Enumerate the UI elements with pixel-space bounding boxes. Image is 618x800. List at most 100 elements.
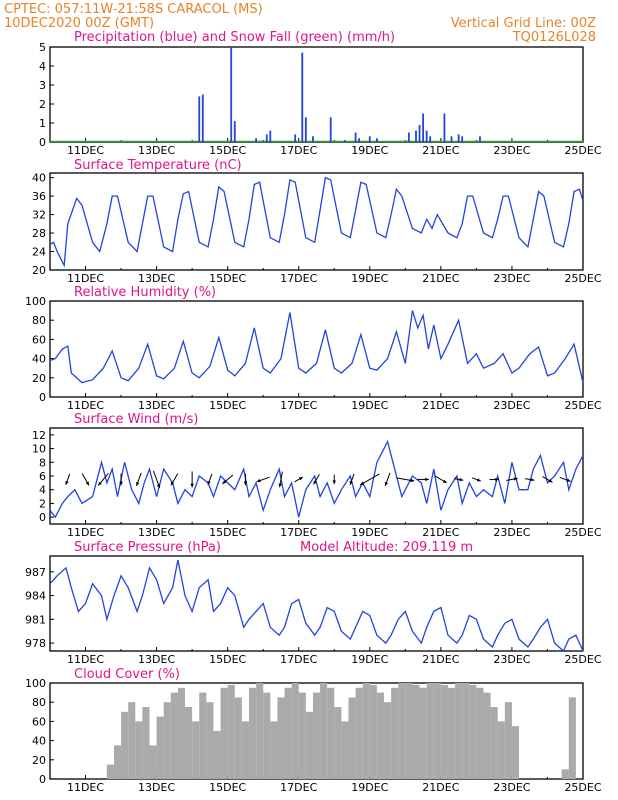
x-tick-label: 17DEC [280, 526, 317, 539]
humidity-title: Relative Humidity (%) [74, 285, 216, 300]
cloud-bar [440, 684, 448, 779]
wind-arrow-head [85, 481, 89, 486]
cloud-bar [263, 692, 271, 779]
cloud-bar [135, 721, 143, 779]
y-tick-label: 12 [32, 429, 46, 442]
x-tick-label: 23DEC [493, 781, 530, 794]
x-tick-label: 19DEC [351, 144, 388, 157]
x-tick-label: 13DEC [138, 653, 175, 666]
wind-arrow-head [222, 480, 227, 484]
wind-arrow-head [513, 477, 518, 481]
x-tick-label: 23DEC [493, 399, 530, 412]
cloud-bar [327, 687, 335, 779]
station-header: CPTEC: 057:11W-21:58S CARACOL (MS) [4, 2, 263, 17]
y-tick-label: 2 [39, 497, 46, 510]
y-tick-label: 987 [25, 566, 46, 579]
y-tick-label: 60 [32, 333, 46, 346]
y-tick-label: 32 [32, 209, 46, 222]
wind-arrow-head [410, 478, 415, 483]
cloud-bar [341, 721, 349, 779]
x-tick-label: 13DEC [138, 526, 175, 539]
x-tick-label: 23DEC [493, 526, 530, 539]
cloud-bar [199, 692, 207, 779]
cloud-bar [248, 687, 257, 779]
cloud-bar [277, 697, 285, 779]
x-tick-label: 15DEC [209, 653, 246, 666]
x-tick-label: 23DEC [493, 144, 530, 157]
y-tick-label: 80 [32, 314, 46, 327]
precip-bar [479, 136, 481, 142]
wind-arrow-head [170, 481, 175, 486]
cloud-bar [305, 711, 313, 779]
x-tick-label: 11DEC [67, 272, 104, 285]
precip-bar [425, 130, 428, 142]
y-tick-label: 10 [32, 443, 46, 456]
precip-bar [358, 138, 361, 142]
wind-arrow-head [425, 477, 429, 482]
precip-bar [294, 134, 297, 142]
model-id: TQ0126L028 [512, 30, 596, 45]
cloud-bar [320, 683, 328, 779]
precip-bar [450, 136, 453, 142]
wind-arrow-head [349, 480, 353, 485]
precip-frame [49, 46, 584, 143]
x-tick-label: 19DEC [351, 653, 388, 666]
x-tick-label: 25DEC [564, 526, 601, 539]
x-tick-label: 17DEC [280, 399, 317, 412]
y-tick-label: 984 [25, 590, 46, 603]
pressure-title: Surface Pressure (hPa) [74, 540, 221, 555]
y-tick-label: 1 [39, 117, 46, 130]
wind-arrow-head [278, 483, 282, 488]
x-tick-label: 25DEC [564, 399, 601, 412]
x-tick-label: 21DEC [422, 144, 459, 157]
cloud-bar [106, 764, 114, 779]
rh-series-line [49, 310, 584, 384]
cloud-bar [511, 726, 520, 779]
cloud-bar [419, 687, 427, 779]
wind-arrow-head [190, 483, 194, 488]
cloud-bar [206, 702, 214, 779]
y-tick-label: 40 [32, 353, 46, 366]
cloud-bar [170, 692, 178, 779]
cloud-bar [234, 697, 242, 779]
y-tick-label: 36 [32, 190, 46, 203]
cloud-bar [298, 692, 306, 779]
wind-arrow-head [207, 480, 211, 485]
cloud-bar [362, 683, 370, 779]
precip-bar [230, 47, 233, 142]
precip-bar [415, 130, 417, 142]
x-tick-label: 21DEC [422, 526, 459, 539]
x-tick-label: 21DEC [422, 272, 459, 285]
cloud-bar [384, 702, 392, 779]
wind-arrow-head [256, 478, 261, 483]
wind-arrow-head [476, 478, 481, 482]
cloud-bar [185, 707, 193, 779]
wind-arrow-head [65, 480, 69, 485]
precip-bar [198, 96, 201, 142]
x-tick-label: 15DEC [209, 399, 246, 412]
x-tick-label: 19DEC [351, 781, 388, 794]
cloud-title: Cloud Cover (%) [74, 667, 180, 682]
cloud-bar [227, 684, 235, 779]
x-tick-label: 17DEC [280, 653, 317, 666]
x-tick-label: 11DEC [67, 653, 104, 666]
cloud-bar [412, 684, 420, 779]
grid-line-note: Vertical Grid Line: 00Z [451, 16, 596, 31]
x-tick-label: 17DEC [280, 781, 317, 794]
cloud-bar [391, 687, 399, 779]
cloud-bar [113, 745, 122, 779]
precip-bar [312, 136, 314, 142]
precip-bar [457, 134, 460, 142]
x-tick-label: 25DEC [564, 144, 601, 157]
y-tick-label: 20 [32, 754, 46, 767]
y-tick-label: 2 [39, 98, 46, 111]
precip-bar [329, 117, 332, 142]
y-tick-label: 40 [32, 735, 46, 748]
wind-arrow-head [313, 480, 317, 485]
precip-bar [255, 138, 257, 142]
x-tick-label: 11DEC [67, 399, 104, 412]
y-tick-label: 0 [39, 136, 46, 149]
y-tick-label: 60 [32, 715, 46, 728]
x-tick-label: 21DEC [422, 399, 459, 412]
x-tick-label: 25DEC [564, 653, 601, 666]
